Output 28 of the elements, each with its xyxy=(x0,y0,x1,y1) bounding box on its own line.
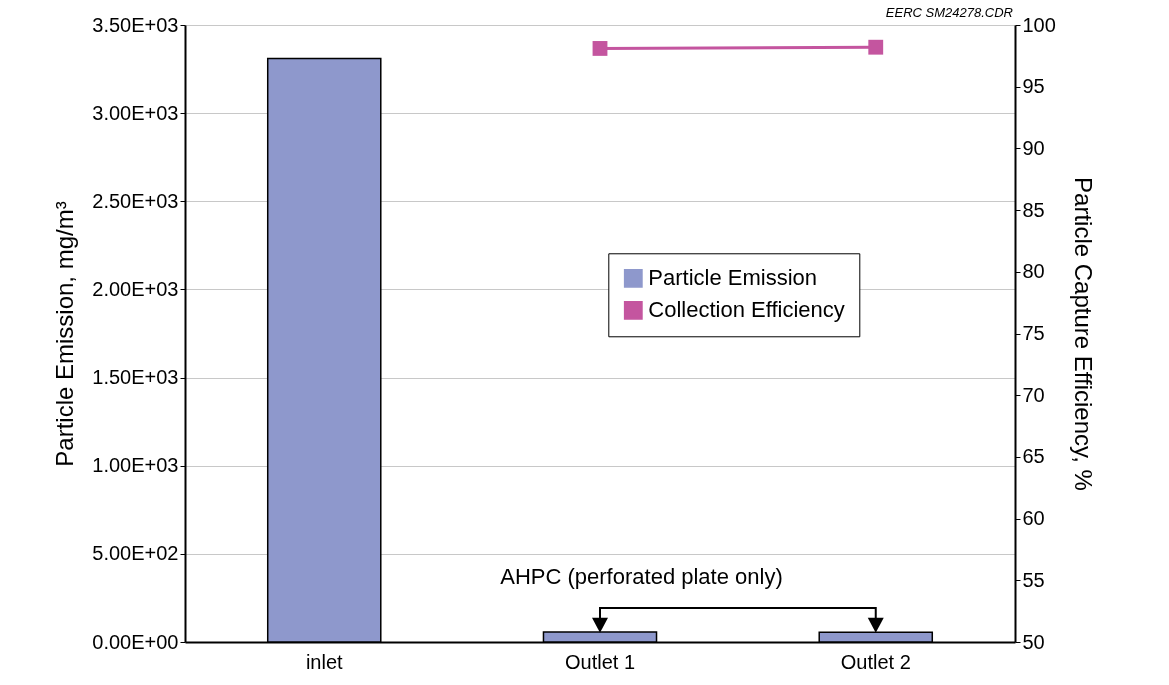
y2-tick-label: 90 xyxy=(1022,136,1045,159)
y2-tick-label: 85 xyxy=(1022,198,1045,221)
y-tick-label: 0.00E+00 xyxy=(92,630,179,653)
y-tick-label: 3.00E+03 xyxy=(92,101,179,124)
y2-tick-label: 50 xyxy=(1022,630,1045,653)
x-tick-label: inlet xyxy=(305,650,344,673)
y2-tick-label: 80 xyxy=(1022,260,1045,283)
y2-tick-label: 75 xyxy=(1022,322,1045,344)
y2-tick-label: 55 xyxy=(1022,568,1045,591)
y-axis-title: Particle Emission, mg/m³ xyxy=(51,201,79,467)
y-tick-label: 5.00E+02 xyxy=(92,542,179,565)
y-tick-label: 2.50E+03 xyxy=(92,189,179,212)
y2-tick-label: 95 xyxy=(1022,75,1045,98)
y2-tick-label: 100 xyxy=(1022,13,1056,36)
y-tick-label: 1.50E+03 xyxy=(92,366,179,389)
y2-tick-label: 70 xyxy=(1022,383,1045,406)
y2-tick-label: 65 xyxy=(1022,445,1045,468)
legend-label: Collection Efficiency xyxy=(648,297,845,323)
y-tick-label: 1.00E+03 xyxy=(92,454,179,477)
annotation: AHPC (perforated plate only) xyxy=(500,564,783,590)
y2-tick-label: 60 xyxy=(1022,507,1045,530)
x-tick-label: Outlet 1 xyxy=(564,650,636,673)
legend-label: Particle Emission xyxy=(648,265,818,291)
text: EERC SM24278.CDR xyxy=(885,5,1013,20)
y2-axis-title: Particle Capture Efficiency, % xyxy=(1069,177,1097,491)
y-tick-label: 2.00E+03 xyxy=(92,277,179,300)
y-tick-label: 3.50E+03 xyxy=(92,13,179,36)
x-tick-label: Outlet 2 xyxy=(840,650,911,673)
